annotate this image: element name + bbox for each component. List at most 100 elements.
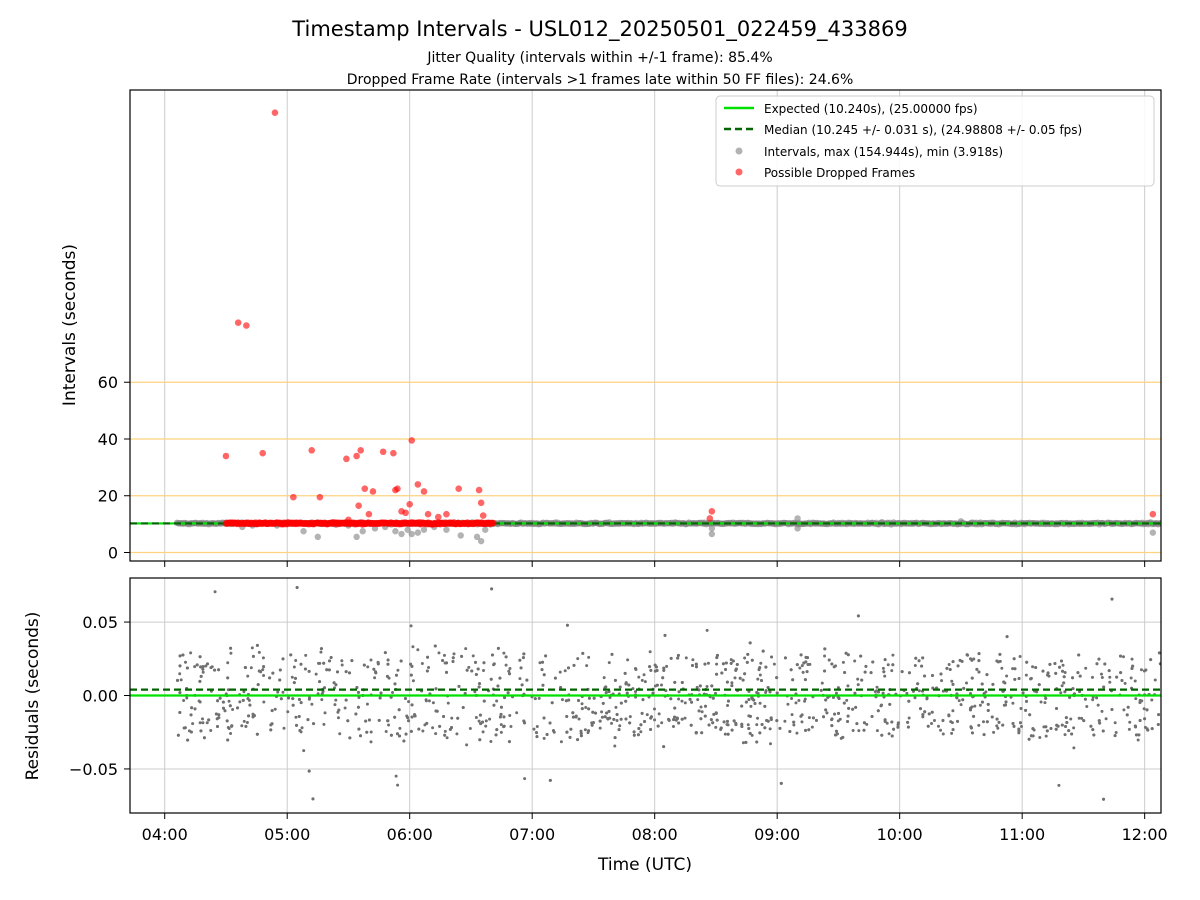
residual-point xyxy=(474,672,478,676)
residual-point xyxy=(735,662,739,666)
residual-point xyxy=(843,670,847,674)
residual-point xyxy=(1031,727,1035,731)
residual-point xyxy=(1122,708,1126,712)
residual-point xyxy=(495,728,499,732)
residual-point xyxy=(1039,700,1043,704)
residual-point xyxy=(409,662,413,666)
residual-point xyxy=(956,719,960,723)
residual-point xyxy=(1044,725,1048,729)
residual-point xyxy=(608,696,612,700)
residual-point xyxy=(995,717,999,721)
residual-point xyxy=(986,709,990,713)
residual-point xyxy=(836,719,840,723)
residual-point xyxy=(383,651,387,655)
residual-point xyxy=(492,703,496,707)
residuals-y-tick-label: 0.05 xyxy=(82,613,118,632)
residual-point xyxy=(190,706,194,710)
residual-point xyxy=(247,714,251,718)
dropped-frame-point xyxy=(406,500,413,508)
residual-point xyxy=(761,649,765,653)
residual-point xyxy=(703,704,707,708)
residual-point xyxy=(198,679,202,683)
residual-point xyxy=(730,684,734,688)
residual-point xyxy=(323,686,327,690)
residual-point xyxy=(921,713,925,717)
residual-point xyxy=(1113,721,1117,725)
residual-point xyxy=(403,696,407,700)
residual-point xyxy=(664,689,668,693)
residual-point xyxy=(270,722,274,726)
residual-point xyxy=(577,717,581,721)
residual-point xyxy=(662,666,666,670)
residual-point xyxy=(249,666,253,670)
residual-point xyxy=(1138,718,1142,722)
residual-point xyxy=(1054,727,1058,731)
residuals-y-axis-label: Residuals (seconds) xyxy=(23,612,43,781)
residual-point xyxy=(256,683,260,687)
residual-point xyxy=(1046,671,1050,675)
residual-point xyxy=(1045,729,1049,733)
residual-point xyxy=(879,703,883,707)
residual-point xyxy=(1082,719,1086,723)
residual-point xyxy=(932,719,936,723)
residual-point xyxy=(738,676,742,680)
residual-point xyxy=(747,698,751,702)
residual-point xyxy=(853,691,857,695)
residual-point xyxy=(613,736,617,740)
residual-point xyxy=(721,662,725,666)
residual-point xyxy=(642,673,646,677)
residual-point xyxy=(292,665,296,669)
residual-point xyxy=(1092,733,1096,737)
residual-point xyxy=(769,742,773,746)
residual-point xyxy=(270,709,274,713)
residual-point xyxy=(281,657,285,661)
residual-point xyxy=(402,739,406,743)
residual-point xyxy=(676,656,680,660)
residual-point xyxy=(499,712,503,716)
residual-point xyxy=(389,733,393,737)
intervals-threshold-lines xyxy=(130,381,1161,554)
residual-point xyxy=(1017,676,1021,680)
residual-point xyxy=(397,708,401,712)
residual-point xyxy=(356,690,360,694)
residual-point xyxy=(1077,653,1081,657)
residual-point xyxy=(758,701,762,705)
residual-point xyxy=(823,669,827,673)
residual-point xyxy=(746,652,750,656)
residual-point xyxy=(711,696,715,700)
residual-point xyxy=(295,585,299,589)
residual-point xyxy=(1049,727,1053,731)
residual-point xyxy=(1002,680,1006,684)
residual-point xyxy=(683,716,687,720)
residual-point xyxy=(518,658,522,662)
residual-point xyxy=(268,676,272,680)
figure-title: Timestamp Intervals - USL012_20250501_02… xyxy=(291,17,907,42)
legend-expected-label: Expected (10.240s), (25.00000 fps) xyxy=(764,102,978,116)
residual-point xyxy=(499,723,503,727)
residual-point xyxy=(631,687,635,691)
residual-point xyxy=(1119,654,1123,658)
residual-point xyxy=(293,676,297,680)
residual-point xyxy=(660,721,664,725)
residual-point xyxy=(729,661,733,665)
residual-point xyxy=(1085,704,1089,708)
residual-point xyxy=(1018,654,1022,658)
residual-point xyxy=(640,711,644,715)
residual-point xyxy=(261,656,265,660)
residual-point xyxy=(743,656,747,660)
residual-point xyxy=(236,706,240,710)
residual-point xyxy=(257,650,261,654)
residual-point xyxy=(680,699,684,703)
residual-point xyxy=(433,644,437,648)
residual-point xyxy=(856,683,860,687)
residual-point xyxy=(328,659,332,663)
residual-point xyxy=(991,682,995,686)
residual-point xyxy=(978,703,982,707)
residual-point xyxy=(372,667,376,671)
residual-point xyxy=(758,666,762,670)
dropped-frame-point xyxy=(353,452,360,460)
residual-point xyxy=(977,652,981,656)
residual-point xyxy=(985,720,989,724)
residual-point xyxy=(659,683,663,687)
residual-point xyxy=(764,689,768,693)
